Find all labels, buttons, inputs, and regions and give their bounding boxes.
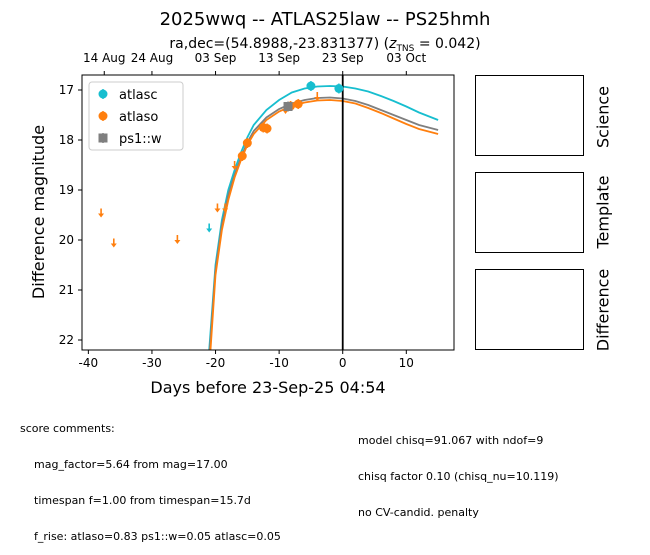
data-point-atlaso	[293, 99, 303, 109]
upper-limit-arrow-atlaso	[98, 213, 105, 218]
legend-marker	[98, 111, 108, 121]
top-axis-tick-label: 03 Sep	[195, 51, 237, 65]
data-point-atlaso	[237, 151, 247, 161]
y-tick-label: 18	[59, 133, 74, 147]
x-tick-label: -40	[79, 356, 99, 370]
data-point-ps1w	[283, 102, 293, 111]
model-comment-line: no CV-candid. penalty	[358, 506, 479, 519]
top-axis-tick-label: 23 Sep	[322, 51, 364, 65]
upper-limit-arrow-atlasc	[206, 228, 213, 233]
upper-limit-arrow-atlaso	[231, 166, 238, 170]
model-comments: model chisq=91.067 with ndof=9 chisq fac…	[358, 411, 559, 531]
light-curve-chart: 2025wwq -- ATLAS25law -- PS25hmh ra,dec=…	[29, 9, 491, 397]
science-label: Science	[593, 85, 613, 149]
legend-label: atlaso	[119, 110, 158, 125]
data-point-atlasc	[334, 84, 344, 93]
x-tick-label: -10	[269, 356, 289, 370]
upper-limit-arrow-atlaso	[174, 240, 181, 244]
difference-image-box	[475, 269, 584, 350]
score-comments: score comments: mag_factor=5.64 from mag…	[20, 399, 281, 555]
chart-title: 2025wwq -- ATLAS25law -- PS25hmh	[160, 9, 491, 30]
score-comment-line: mag_factor=5.64 from mag=17.00	[34, 458, 228, 471]
data-point-atlasc	[306, 81, 316, 91]
x-tick-label: 0	[339, 356, 347, 370]
y-tick-label: 20	[59, 233, 74, 247]
subtitle-suffix: = 0.042)	[414, 36, 480, 52]
legend-label: atlasc	[119, 88, 158, 103]
top-axis-tick-label: 24 Aug	[131, 51, 174, 65]
subtitle-prefix: ra,dec=(54.8988,-23.831377) (	[169, 36, 389, 52]
y-axis-label: Difference magnitude	[29, 125, 48, 299]
legend-marker	[98, 89, 108, 99]
subtitle-z: z	[388, 36, 397, 52]
plot-frame	[81, 74, 455, 351]
difference-label: Difference	[593, 268, 613, 352]
y-tick-label: 17	[59, 83, 74, 97]
plot-area: -40 -30 -20 -10 0 10 17 18 19 20 21 22 14 Aug 24 Aug 0…	[59, 51, 455, 370]
top-axis-tick-label: 13 Sep	[258, 51, 300, 65]
y-tick-label: 19	[59, 183, 74, 197]
science-image-box	[475, 75, 584, 156]
upper-limit-arrow-atlaso	[110, 243, 117, 248]
top-axis-tick-label: 03 Oct	[386, 51, 426, 65]
model-curve-ps1w	[208, 96, 439, 350]
template-image-box	[475, 172, 584, 253]
x-axis-label: Days before 23-Sep-25 04:54	[150, 378, 385, 397]
chart-subtitle: ra,dec=(54.8988,-23.831377) (zTNS = 0.04…	[169, 36, 480, 54]
subtitle-z-sub: TNS	[395, 44, 414, 54]
y-tick-label: 21	[59, 283, 74, 297]
upper-limit-arrow-atlaso	[314, 97, 321, 101]
score-comments-heading: score comments:	[20, 422, 115, 435]
x-tick-label: 10	[399, 356, 414, 370]
top-axis-tick-label: 14 Aug	[83, 51, 126, 65]
model-curve-atlaso	[209, 99, 439, 350]
legend-label: ps1::w	[119, 132, 162, 147]
data-point-atlaso	[262, 124, 272, 133]
data-point-atlaso	[242, 138, 252, 148]
x-tick-label: -30	[142, 356, 162, 370]
model-comment-line: model chisq=91.067 with ndof=9	[358, 434, 544, 447]
template-label: Template	[593, 175, 613, 249]
x-tick-label: -20	[206, 356, 226, 370]
y-tick-label: 22	[59, 333, 74, 347]
upper-limit-arrow-atlaso	[214, 208, 221, 213]
score-comment-line: f_rise: atlaso=0.83 ps1::w=0.05 atlasc=0…	[34, 530, 281, 543]
score-comment-line: timespan f=1.00 from timespan=15.7d	[34, 494, 251, 507]
model-comment-line: chisq factor 0.10 (chisq_nu=10.119)	[358, 470, 559, 483]
model-curves	[208, 85, 439, 350]
model-curve-atlasc	[208, 85, 439, 350]
legend-frame	[88, 81, 184, 151]
legend-marker	[98, 133, 108, 143]
upper-limit-arrow-atlaso	[222, 208, 229, 213]
